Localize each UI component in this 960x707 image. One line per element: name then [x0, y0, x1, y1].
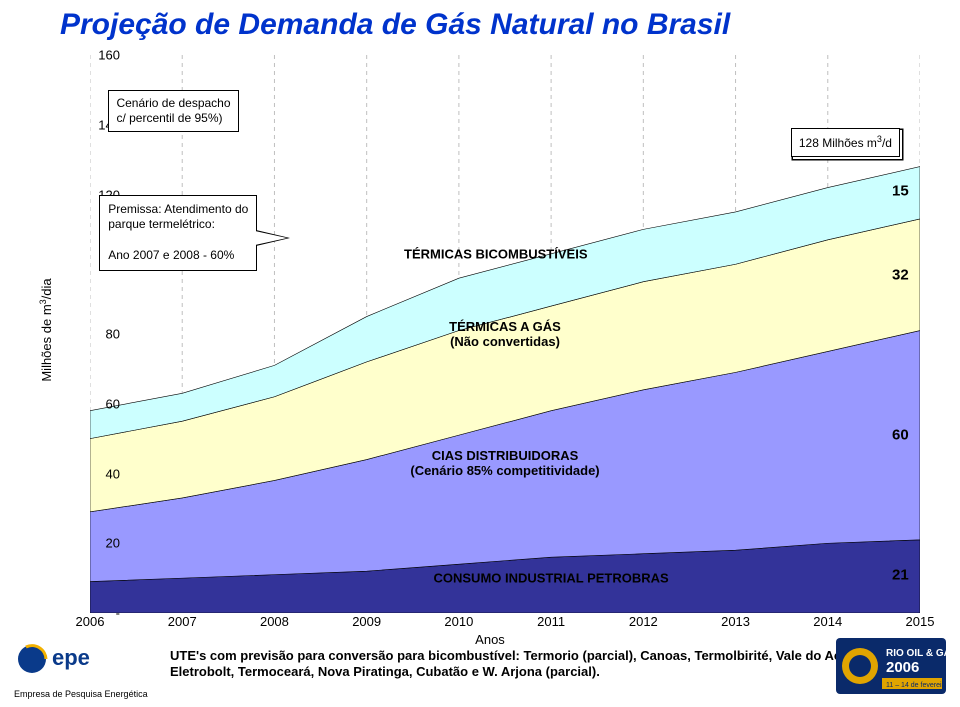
premise-callout: Premissa: Atendimento do parque termelét…	[99, 195, 257, 271]
x-tick: 2008	[260, 614, 289, 629]
end-value: 60	[892, 427, 909, 444]
x-tick: 2014	[813, 614, 842, 629]
total-annotation: 128 Milhões m3/d	[791, 128, 900, 157]
x-tick: 2015	[906, 614, 935, 629]
svg-text:RIO OIL & GAS: RIO OIL & GAS	[886, 648, 946, 659]
end-value: 15	[892, 183, 909, 200]
area-label: TÉRMICAS BICOMBUSTÍVEIS	[404, 246, 587, 261]
footnote: UTE's com previsão para conversão para b…	[170, 648, 890, 681]
x-tick: 2010	[444, 614, 473, 629]
y-tick: 160	[80, 48, 120, 63]
y-tick: 80	[80, 327, 120, 342]
scenario-annotation: Cenário de despacho c/ percentil de 95%)	[108, 90, 238, 132]
x-axis-label: Anos	[475, 632, 505, 647]
slide-title: Projeção de Demanda de Gás Natural no Br…	[60, 8, 730, 42]
x-tick: 2013	[721, 614, 750, 629]
y-tick: 20	[80, 536, 120, 551]
svg-text:epe: epe	[52, 645, 90, 670]
x-tick: 2006	[76, 614, 105, 629]
x-tick: 2012	[629, 614, 658, 629]
x-tick: 2011	[537, 614, 565, 629]
y-axis-label: Milhões de m3/dia	[38, 278, 54, 381]
x-tick: 2007	[168, 614, 197, 629]
svg-text:11 – 14 de fevereiro: 11 – 14 de fevereiro	[886, 682, 946, 689]
end-value: 21	[892, 566, 909, 583]
area-label: CIAS DISTRIBUIDORAS (Cenário 85% competi…	[410, 448, 599, 478]
y-tick: 60	[80, 396, 120, 411]
epe-logo: epe Empresa de Pesquisa Energética	[14, 643, 148, 699]
svg-text:2006: 2006	[886, 659, 919, 676]
y-tick: 40	[80, 466, 120, 481]
x-tick: 2009	[352, 614, 381, 629]
area-label: TÉRMICAS A GÁS (Não convertidas)	[449, 319, 561, 349]
end-value: 32	[892, 266, 909, 283]
area-label: CONSUMO INDUSTRIAL PETROBRAS	[434, 571, 669, 586]
conference-logo: RIO OIL & GAS 2006 11 – 14 de fevereiro	[836, 638, 946, 699]
